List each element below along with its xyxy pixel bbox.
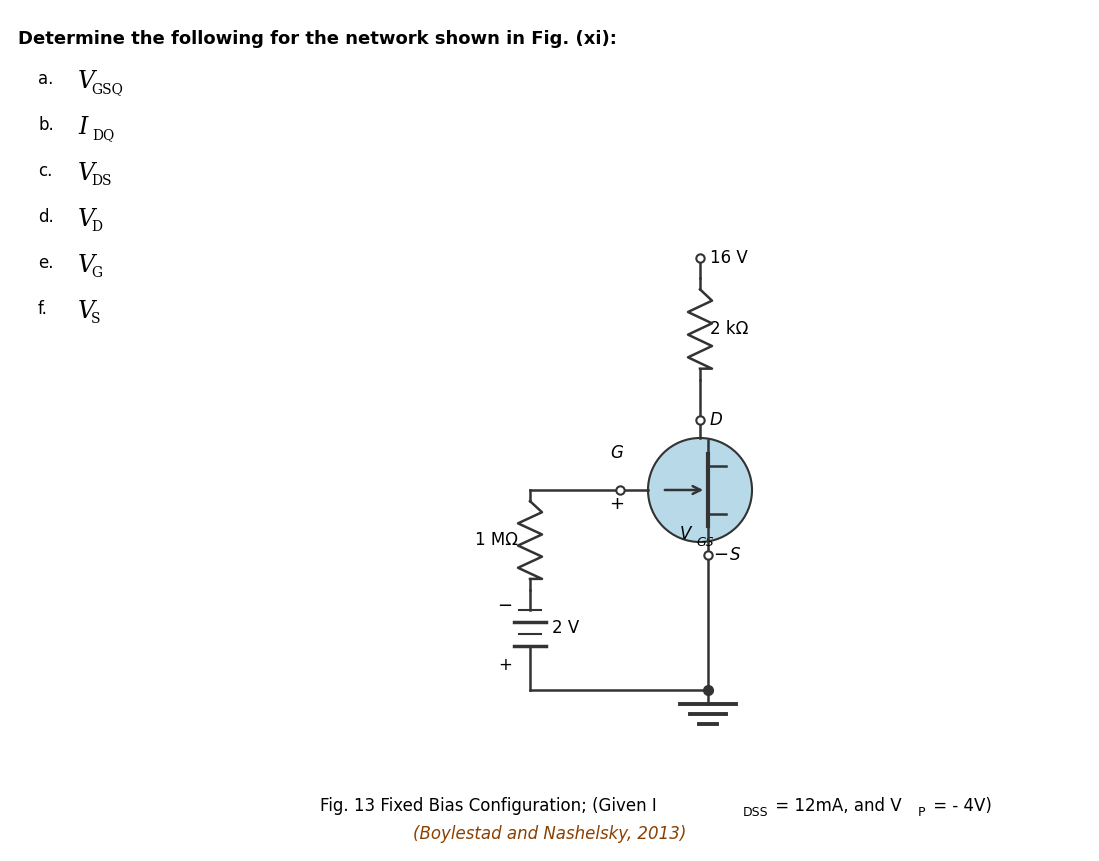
Text: = - 4V): = - 4V) (928, 797, 992, 815)
Text: S: S (91, 312, 100, 326)
Text: V: V (78, 254, 95, 277)
Circle shape (648, 438, 752, 542)
Text: 16 V: 16 V (710, 249, 747, 267)
Text: +: + (498, 656, 512, 674)
Text: V: V (78, 300, 95, 323)
Text: G: G (91, 266, 102, 280)
Text: −: − (713, 546, 729, 564)
Text: 2 V: 2 V (552, 619, 579, 637)
Text: D: D (710, 411, 723, 429)
Text: DSS: DSS (743, 807, 768, 820)
Text: V: V (78, 208, 95, 231)
Text: (Boylestad and Nashelsky, 2013): (Boylestad and Nashelsky, 2013) (413, 825, 687, 843)
Text: e.: e. (38, 254, 54, 272)
Text: G: G (611, 444, 623, 462)
Text: GSQ: GSQ (91, 82, 123, 96)
Text: b.: b. (38, 116, 54, 134)
Text: V: V (679, 525, 690, 543)
Text: −: − (497, 597, 512, 615)
Text: V: V (78, 70, 95, 93)
Text: V: V (78, 162, 95, 185)
Text: f.: f. (38, 300, 48, 318)
Text: GS: GS (696, 536, 713, 549)
Text: S: S (730, 546, 741, 564)
Text: P: P (918, 807, 925, 820)
Text: a.: a. (38, 70, 54, 88)
Text: DS: DS (91, 174, 111, 188)
Text: 1 MΩ: 1 MΩ (475, 531, 518, 549)
Text: D: D (91, 220, 102, 234)
Text: d.: d. (38, 208, 54, 226)
Text: Determine the following for the network shown in Fig. (xi):: Determine the following for the network … (18, 30, 617, 48)
Text: DQ: DQ (92, 128, 114, 142)
Text: +: + (610, 495, 624, 513)
Text: = 12mA, and V: = 12mA, and V (770, 797, 901, 815)
Text: c.: c. (38, 162, 53, 180)
Text: 2 kΩ: 2 kΩ (710, 320, 748, 338)
Text: I: I (78, 116, 88, 139)
Text: Fig. 13 Fixed Bias Configuration; (Given I: Fig. 13 Fixed Bias Configuration; (Given… (320, 797, 657, 815)
